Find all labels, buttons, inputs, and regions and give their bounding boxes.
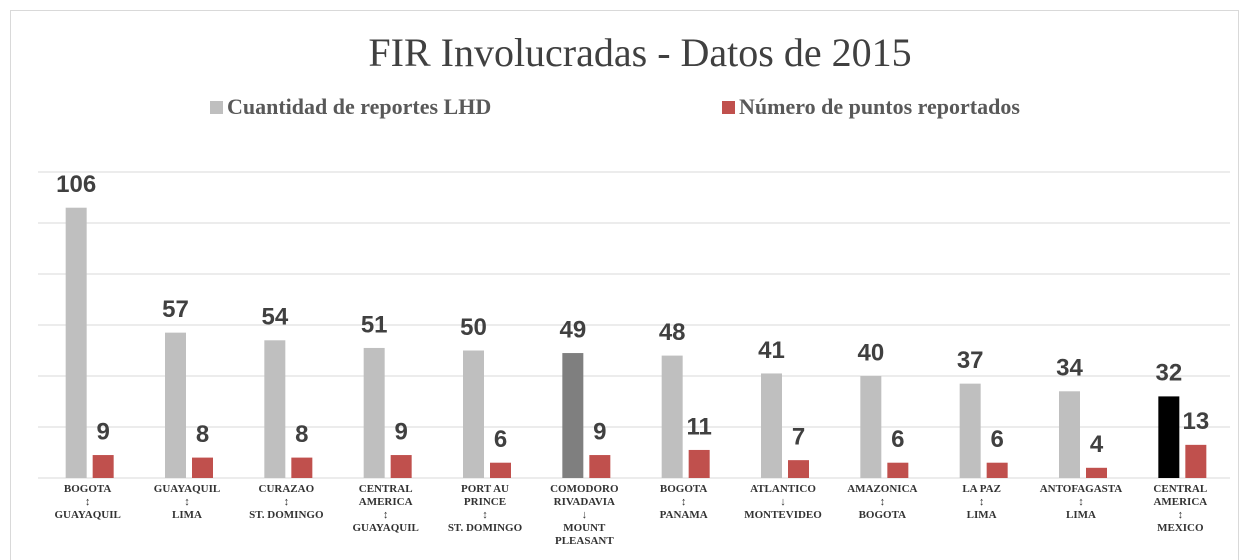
x-tick-label: CENTRAL AMERICA ↕ MEXICO: [1153, 483, 1208, 534]
x-tick-label: LA PAZ ↕ LIMA: [962, 483, 1001, 521]
bar: [463, 350, 484, 478]
value-label: 40: [857, 339, 884, 366]
value-label: 6: [494, 426, 507, 453]
bar: [761, 373, 782, 478]
bar: [490, 462, 511, 478]
value-label: 6: [990, 426, 1003, 453]
bar: [562, 353, 584, 478]
bar: [986, 462, 1008, 478]
value-label: 106: [56, 171, 96, 198]
value-label: 41: [758, 337, 785, 364]
chart-title: FIR Involucradas - Datos de 2015: [368, 30, 911, 75]
value-label: 8: [196, 421, 209, 448]
x-tick-label: CURAZAO ↕ ST. DOMINGO: [249, 483, 324, 521]
value-label: 11: [686, 413, 711, 440]
value-label: 50: [460, 314, 487, 341]
value-label: 4: [1090, 431, 1104, 458]
x-tick-label: PORT AU PRINCE ↕ ST. DOMINGO: [447, 483, 523, 534]
value-label: 7: [792, 423, 805, 450]
chart-border: [10, 10, 1239, 560]
bar: [264, 340, 286, 478]
x-tick-label: BOGOTA ↕ GUAYAQUIL: [54, 483, 121, 521]
bar: [390, 455, 412, 478]
value-label: 37: [957, 347, 984, 374]
bar: [1158, 396, 1180, 478]
bar: [1185, 444, 1207, 478]
value-label: 49: [559, 316, 586, 343]
value-label: 6: [891, 426, 904, 453]
value-label: 48: [659, 319, 686, 346]
value-label: 9: [593, 418, 606, 445]
x-tick-label: GUAYAQUIL ↕ LIMA: [153, 483, 221, 521]
bar: [661, 355, 683, 478]
x-tick-label: ATLANTICO ↓ MONTEVIDEO: [744, 483, 822, 521]
x-tick-label: ANTOFAGASTA ↕ LIMA: [1039, 483, 1123, 521]
bar: [589, 455, 611, 478]
value-label: 9: [96, 418, 109, 445]
value-label: 54: [261, 304, 288, 331]
legend-swatch: [210, 101, 223, 114]
x-tick-label: CENTRAL AMERICA ↕ GUAYAQUIL: [352, 483, 419, 534]
bar: [688, 449, 710, 478]
legend-label: Número de puntos reportados: [739, 94, 1020, 119]
value-label: 32: [1155, 360, 1182, 387]
x-tick-label: AMAZONICA ↕ BOGOTA: [847, 483, 918, 521]
bar: [165, 332, 186, 478]
value-label: 34: [1056, 355, 1083, 382]
x-tick-label: BOGOTA ↕ PANAMA: [659, 483, 708, 521]
bar: [65, 207, 87, 478]
bar: [887, 462, 909, 478]
legend-label: Cuantidad de reportes LHD: [227, 94, 491, 119]
bar: [363, 347, 385, 478]
bar: [1086, 467, 1107, 478]
value-label: 57: [162, 296, 189, 323]
value-label: 13: [1182, 408, 1209, 435]
value-label: 9: [394, 418, 407, 445]
bar: [1059, 391, 1080, 478]
bar: [788, 460, 809, 478]
value-label: 51: [361, 311, 388, 338]
legend-swatch: [722, 101, 735, 114]
bar: [92, 455, 114, 478]
bar: [192, 457, 213, 478]
x-tick-label: COMODORO RIVADAVIA ↓ MOUNT PLEASANT: [550, 483, 619, 547]
bar: [959, 383, 981, 478]
value-label: 8: [295, 421, 308, 448]
bar: [860, 376, 882, 478]
bar: [291, 457, 313, 478]
